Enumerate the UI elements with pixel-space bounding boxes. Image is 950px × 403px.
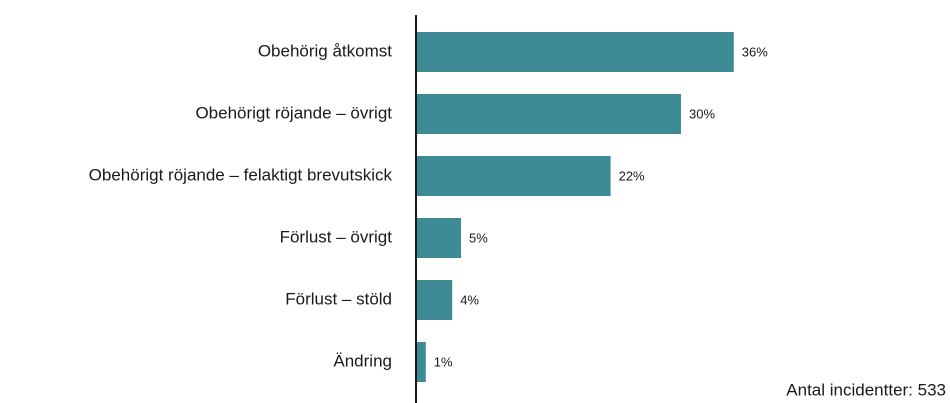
bar	[417, 342, 426, 382]
bar	[417, 280, 453, 320]
bar	[417, 94, 681, 134]
category-label: Obehörigt röjande – felaktigt brevutskic…	[89, 165, 393, 184]
category-label: Förlust – övrigt	[280, 227, 393, 246]
category-label: Obehörig åtkomst	[258, 41, 392, 60]
category-label: Ändring	[333, 351, 392, 370]
value-label: 5%	[469, 230, 488, 245]
bar	[417, 32, 734, 72]
bar	[417, 156, 611, 196]
value-label: 36%	[742, 44, 768, 59]
value-label: 30%	[689, 106, 715, 121]
category-label: Förlust – stöld	[285, 289, 392, 308]
bar	[417, 218, 461, 258]
value-label: 1%	[434, 354, 453, 369]
annotation: Antal incidentter: 533	[786, 380, 946, 399]
value-label: 4%	[460, 292, 479, 307]
value-label: 22%	[619, 168, 645, 183]
category-label: Obehörigt röjande – övrigt	[195, 103, 392, 122]
